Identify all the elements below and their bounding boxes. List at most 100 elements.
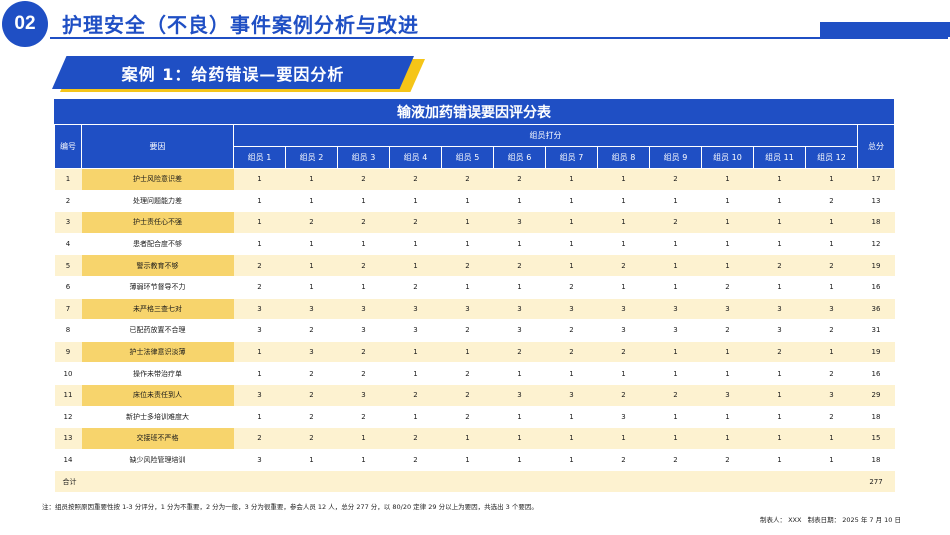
score-cell: 1 <box>233 362 286 385</box>
score-cell: 2 <box>545 319 598 342</box>
score-cell: 2 <box>389 168 442 191</box>
total-spacer <box>233 470 858 493</box>
score-cell: 1 <box>805 341 858 364</box>
score-cell: 2 <box>597 341 650 364</box>
score-cell: 1 <box>545 168 598 191</box>
table-row: 13 交接班不严格 2 2 1 2 1 1 1 1 1 1 1 1 15 <box>54 427 895 450</box>
table-row: 5 警示教育不够 2 1 2 1 2 2 1 2 1 1 2 2 19 <box>54 254 895 277</box>
score-cell: 1 <box>233 211 286 234</box>
header-member-6: 组员 6 <box>493 146 546 169</box>
score-cell: 2 <box>649 449 702 472</box>
row-number: 8 <box>54 319 82 342</box>
row-factor: 护士责任心不强 <box>81 211 234 234</box>
score-cell: 1 <box>753 276 806 299</box>
score-cell: 2 <box>337 254 390 277</box>
score-cell: 3 <box>597 319 650 342</box>
score-cell: 1 <box>337 190 390 213</box>
grand-total: 277 <box>857 470 895 493</box>
row-factor: 护士风险意识差 <box>81 168 234 191</box>
score-cell: 2 <box>441 362 494 385</box>
score-cell: 1 <box>389 341 442 364</box>
score-cell: 1 <box>337 233 390 256</box>
score-cell: 3 <box>597 298 650 321</box>
row-total: 16 <box>857 276 895 299</box>
score-cell: 1 <box>441 190 494 213</box>
score-cell: 1 <box>805 233 858 256</box>
score-cell: 2 <box>701 449 754 472</box>
table-row: 8 已配药放置不合理 3 2 3 3 2 3 2 3 3 2 3 2 31 <box>54 319 895 342</box>
score-cell: 2 <box>805 406 858 429</box>
score-cell: 1 <box>545 362 598 385</box>
score-cell: 1 <box>597 276 650 299</box>
score-cell: 1 <box>753 211 806 234</box>
table-row: 11 床位未责任到人 3 2 3 2 2 3 3 2 2 3 1 3 29 <box>54 384 895 407</box>
row-number: 13 <box>54 427 82 450</box>
table-row: 9 护士法律意识淡薄 1 3 2 1 1 2 2 2 1 1 2 1 19 <box>54 341 895 364</box>
row-total: 31 <box>857 319 895 342</box>
score-cell: 1 <box>649 362 702 385</box>
score-cell: 2 <box>285 319 338 342</box>
row-number: 5 <box>54 254 82 277</box>
score-cell: 3 <box>285 341 338 364</box>
score-cell: 1 <box>805 211 858 234</box>
score-cell: 3 <box>753 298 806 321</box>
score-cell: 1 <box>545 406 598 429</box>
score-cell: 2 <box>337 211 390 234</box>
footer-credits: 制表人： XXX 制表日期： 2025 年 7 月 10 日 <box>760 514 901 524</box>
score-cell: 3 <box>753 319 806 342</box>
score-cell: 1 <box>285 233 338 256</box>
score-cell: 2 <box>389 211 442 234</box>
page-title: 护理安全（不良）事件案例分析与改进 <box>62 13 419 37</box>
score-cell: 2 <box>545 341 598 364</box>
score-cell: 3 <box>285 298 338 321</box>
score-cell: 2 <box>493 254 546 277</box>
footer-date: 制表日期： 2025 年 7 月 10 日 <box>807 516 901 524</box>
score-cell: 2 <box>649 168 702 191</box>
section-number-badge: 02 <box>2 1 48 47</box>
score-cell: 3 <box>805 298 858 321</box>
score-cell: 1 <box>545 211 598 234</box>
header-member-10: 组员 10 <box>701 146 754 169</box>
score-cell: 1 <box>597 168 650 191</box>
score-cell: 2 <box>233 427 286 450</box>
score-cell: 2 <box>805 254 858 277</box>
score-cell: 1 <box>389 254 442 277</box>
header-member-12: 组员 12 <box>805 146 858 169</box>
score-cell: 1 <box>285 276 338 299</box>
score-cell: 2 <box>337 341 390 364</box>
score-cell: 2 <box>441 406 494 429</box>
score-cell: 3 <box>701 298 754 321</box>
row-factor: 患者配合度不够 <box>81 233 234 256</box>
header-member-9: 组员 9 <box>649 146 702 169</box>
row-total: 18 <box>857 406 895 429</box>
score-cell: 1 <box>233 190 286 213</box>
score-cell: 2 <box>805 319 858 342</box>
score-cell: 1 <box>701 362 754 385</box>
score-cell: 3 <box>337 319 390 342</box>
score-cell: 2 <box>649 211 702 234</box>
score-cell: 2 <box>701 276 754 299</box>
score-cell: 1 <box>441 341 494 364</box>
score-cell: 1 <box>493 362 546 385</box>
score-cell: 2 <box>285 211 338 234</box>
score-cell: 3 <box>493 384 546 407</box>
score-cell: 2 <box>441 168 494 191</box>
score-cell: 1 <box>753 362 806 385</box>
score-cell: 1 <box>493 233 546 256</box>
row-number: 14 <box>54 449 82 472</box>
total-label: 合计 <box>54 470 234 493</box>
score-cell: 3 <box>649 298 702 321</box>
header-divider <box>50 37 948 39</box>
score-cell: 1 <box>285 168 338 191</box>
table-title: 输液加药错误要因评分表 <box>54 99 894 124</box>
score-cell: 2 <box>649 384 702 407</box>
table-row: 6 薄弱环节督导不力 2 1 1 2 1 1 2 1 1 2 1 1 16 <box>54 276 895 299</box>
row-number: 4 <box>54 233 82 256</box>
table-row: 7 未严格三查七对 3 3 3 3 3 3 3 3 3 3 3 3 36 <box>54 298 895 321</box>
score-cell: 1 <box>597 427 650 450</box>
score-cell: 1 <box>389 406 442 429</box>
score-cell: 1 <box>493 406 546 429</box>
row-total: 12 <box>857 233 895 256</box>
row-total: 18 <box>857 449 895 472</box>
score-cell: 1 <box>493 276 546 299</box>
